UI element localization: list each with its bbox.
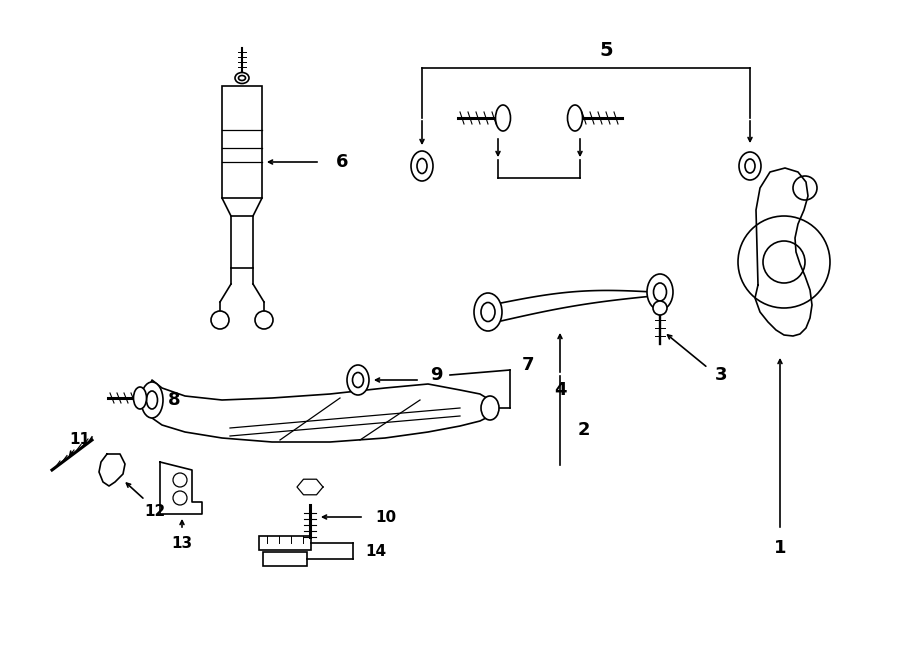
Ellipse shape [496,105,510,131]
Text: 2: 2 [578,421,590,439]
Ellipse shape [235,73,249,83]
Polygon shape [755,168,812,336]
Ellipse shape [347,365,369,395]
Bar [231,216,253,268]
Circle shape [211,311,229,329]
Polygon shape [297,479,323,495]
Ellipse shape [141,382,163,418]
Bar [222,86,262,198]
Ellipse shape [568,105,582,131]
Polygon shape [148,380,492,442]
Polygon shape [501,290,653,321]
Text: 12: 12 [144,504,166,520]
Ellipse shape [474,293,502,331]
Polygon shape [160,462,202,514]
Text: 5: 5 [599,40,613,59]
Text: 4: 4 [554,381,566,399]
Text: 9: 9 [430,366,443,384]
Text: 3: 3 [715,366,727,384]
Text: 7: 7 [522,356,535,374]
Text: 6: 6 [336,153,348,171]
Text: 1: 1 [774,539,787,557]
Ellipse shape [481,396,499,420]
Text: 8: 8 [168,391,181,409]
Text: 14: 14 [365,543,386,559]
Ellipse shape [647,274,673,310]
Text: 10: 10 [375,510,396,524]
Bar [259,536,311,550]
Ellipse shape [739,152,761,180]
Text: 11: 11 [69,432,91,446]
Ellipse shape [133,387,147,409]
Polygon shape [99,454,125,486]
Ellipse shape [411,151,433,181]
Text: 13: 13 [171,537,193,551]
Circle shape [255,311,273,329]
Circle shape [653,301,667,315]
Bar [263,552,307,566]
